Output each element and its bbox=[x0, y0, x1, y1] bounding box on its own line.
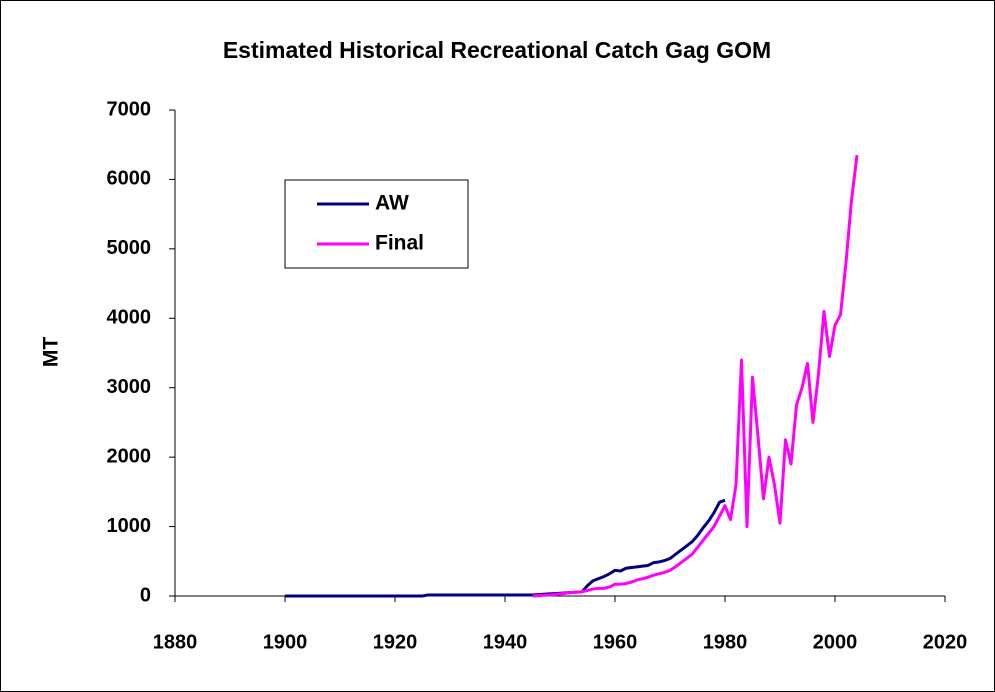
y-tick-label: 6000 bbox=[107, 168, 152, 190]
y-tick-label: 2000 bbox=[107, 445, 152, 467]
series-line bbox=[285, 498, 726, 598]
legend-box bbox=[284, 179, 469, 269]
y-tick-label: 5000 bbox=[107, 237, 152, 259]
x-tick-label: 1960 bbox=[593, 631, 638, 653]
x-tick-label: 1980 bbox=[703, 631, 748, 653]
series-line bbox=[532, 154, 859, 598]
chart-title: Estimated Historical Recreational Catch … bbox=[223, 37, 771, 63]
y-axis-label: MT bbox=[40, 337, 63, 367]
x-tick-label: 1880 bbox=[153, 631, 198, 653]
x-tick-label: 1900 bbox=[263, 631, 308, 653]
y-tick-label: 7000 bbox=[107, 98, 152, 120]
y-tick-label: 4000 bbox=[107, 307, 152, 329]
y-tick-label: 0 bbox=[140, 584, 151, 606]
y-tick-label: 3000 bbox=[107, 376, 152, 398]
x-tick-label: 2000 bbox=[813, 631, 858, 653]
x-tick-label: 2020 bbox=[923, 631, 968, 653]
legend-label: Final bbox=[375, 232, 424, 255]
x-tick-label: 1940 bbox=[483, 631, 528, 653]
x-tick-label: 1920 bbox=[373, 631, 418, 653]
y-tick-label: 1000 bbox=[107, 515, 152, 537]
legend-label: AW bbox=[375, 192, 409, 215]
